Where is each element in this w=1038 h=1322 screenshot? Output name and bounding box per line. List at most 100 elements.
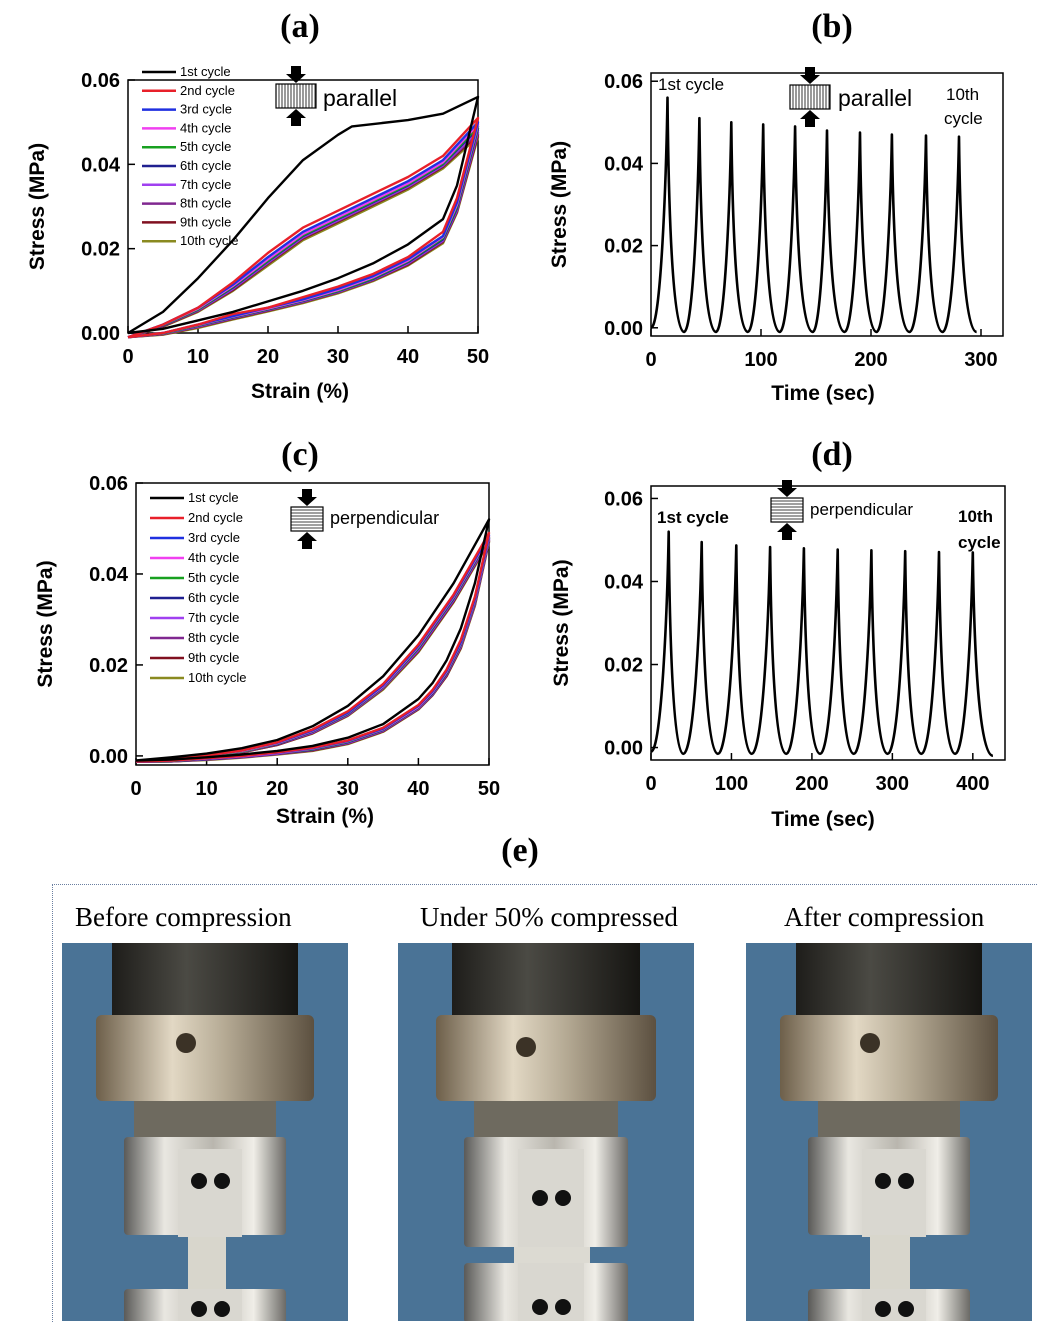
x-tick-label-c: 0 (130, 778, 141, 800)
plot-frame-a (127, 79, 479, 334)
plot-frame-b (650, 72, 1004, 337)
arrow-down-icon-d (777, 480, 797, 497)
series-line-c-1 (135, 518, 491, 762)
tenth-label-b: 10th (946, 85, 979, 104)
x-tick-label-d: 400 (956, 773, 989, 795)
x-tick-label-a: 0 (122, 346, 133, 368)
x-tick-label-c: 20 (266, 778, 288, 800)
legend-label-a: 7th cycle (180, 177, 231, 192)
y-tick-label-d: 0.00 (604, 738, 643, 760)
x-tick-label-a: 40 (397, 346, 419, 368)
y-axis-title-d: Stress (MPa) (550, 559, 573, 686)
y-tick-label-d: 0.02 (604, 655, 643, 677)
legend-label-a: 10th cycle (180, 233, 239, 248)
legend-label-a: 2nd cycle (180, 83, 235, 98)
legend-label-c: 5th cycle (188, 570, 239, 585)
caption-under: Under 50% compressed (420, 902, 678, 932)
legend-label-a: 4th cycle (180, 120, 231, 135)
plot-frame-c (135, 482, 490, 766)
series-line-a-2 (127, 116, 480, 339)
x-tick-label-a: 30 (327, 346, 349, 368)
photo-before-compression (62, 943, 348, 1321)
y-tick-label-b: 0.02 (604, 236, 643, 258)
plot-frame-d (650, 485, 1006, 761)
orientation-label-a: parallel (323, 85, 397, 111)
legend-label-c: 6th cycle (188, 590, 239, 605)
y-axis-title-b: Stress (MPa) (548, 141, 571, 268)
x-tick-label-b: 100 (744, 349, 777, 371)
photo-frame (52, 884, 1037, 1322)
arrow-up-icon-b (800, 110, 820, 127)
legend-label-a: 5th cycle (180, 139, 231, 154)
y-tick-label-b: 0.00 (604, 318, 643, 340)
series-line-c-2 (135, 531, 491, 763)
x-tick-label-c: 50 (478, 778, 500, 800)
y-tick-label-d: 0.04 (604, 571, 644, 593)
x-tick-label-d: 100 (715, 773, 748, 795)
legend-label-c: 2nd cycle (188, 510, 243, 525)
y-tick-label-a: 0.06 (81, 70, 120, 92)
tenth-label-d: 10th (958, 507, 993, 526)
orientation-label-c: perpendicular (330, 508, 439, 528)
x-axis-title-d: Time (sec) (771, 808, 875, 831)
first-cycle-label-b: 1st cycle (658, 75, 724, 94)
y-tick-label-c: 0.02 (89, 655, 128, 677)
y-tick-label-d: 0.06 (604, 488, 643, 510)
legend-label-a: 3rd cycle (180, 102, 232, 117)
legend-label-a: 1st cycle (180, 64, 231, 79)
y-tick-label-a: 0.02 (81, 239, 120, 261)
stress-time-line-d (649, 530, 994, 758)
orientation-label-b: parallel (838, 85, 912, 111)
series-line-a-1 (127, 95, 480, 335)
photo-after-compression (746, 943, 1032, 1321)
x-tick-label-a: 10 (187, 346, 209, 368)
x-axis-title-b: Time (sec) (771, 382, 875, 405)
legend-label-a: 9th cycle (180, 214, 231, 229)
charts-canvas: 0 10 20 30 40 50 0.00 0.02 0.04 0.06 Strain (%) Str… (26, 64, 1006, 831)
arrow-up-icon-d (777, 523, 797, 540)
panel-label-b: (b) (811, 8, 853, 45)
first-cycle-label-d: 1st cycle (657, 508, 729, 527)
arrow-up-icon-a (286, 109, 306, 126)
y-axis-title-a: Stress (MPa) (26, 143, 49, 270)
x-tick-label-c: 10 (195, 778, 217, 800)
cycle-label-d: cycle (958, 533, 1001, 552)
x-tick-label-c: 40 (407, 778, 429, 800)
arrow-up-icon-c (297, 532, 317, 549)
stress-time-line-b (649, 96, 978, 334)
panel-label-d: (d) (811, 436, 853, 473)
legend-label-a: 6th cycle (180, 158, 231, 173)
legend-label-c: 9th cycle (188, 650, 239, 665)
series-line-a-3 (127, 121, 480, 339)
x-tick-label-c: 30 (337, 778, 359, 800)
legend-label-c: 4th cycle (188, 550, 239, 565)
legend-label-a: 8th cycle (180, 196, 231, 211)
caption-after: After compression (784, 902, 985, 932)
x-tick-label-b: 200 (854, 349, 887, 371)
x-axis-title-c: Strain (%) (276, 805, 374, 828)
arrow-down-icon-b (800, 67, 820, 84)
legend-label-c: 8th cycle (188, 630, 239, 645)
y-axis-title-c: Stress (MPa) (34, 560, 57, 687)
legend-label-c: 1st cycle (188, 490, 239, 505)
y-tick-label-b: 0.06 (604, 71, 643, 93)
photo-under-compression (398, 943, 694, 1321)
x-tick-label-a: 50 (467, 346, 489, 368)
y-tick-label-c: 0.04 (89, 564, 129, 586)
panel-label-c: (c) (281, 436, 319, 473)
panel-label-a: (a) (280, 8, 320, 45)
panel-label-e: (e) (501, 832, 539, 869)
x-tick-label-d: 200 (795, 773, 828, 795)
x-axis-title-a: Strain (%) (251, 380, 349, 403)
x-tick-label-d: 300 (876, 773, 909, 795)
y-tick-label-a: 0.04 (81, 154, 121, 176)
y-tick-label-b: 0.04 (604, 153, 644, 175)
x-tick-label-b: 300 (964, 349, 997, 371)
x-tick-label-d: 0 (645, 773, 656, 795)
legend-label-c: 3rd cycle (188, 530, 240, 545)
orientation-label-d: perpendicular (810, 500, 913, 519)
legend-label-c: 7th cycle (188, 610, 239, 625)
legend-label-c: 10th cycle (188, 670, 247, 685)
x-tick-label-b: 0 (645, 349, 656, 371)
caption-before: Before compression (75, 902, 292, 932)
